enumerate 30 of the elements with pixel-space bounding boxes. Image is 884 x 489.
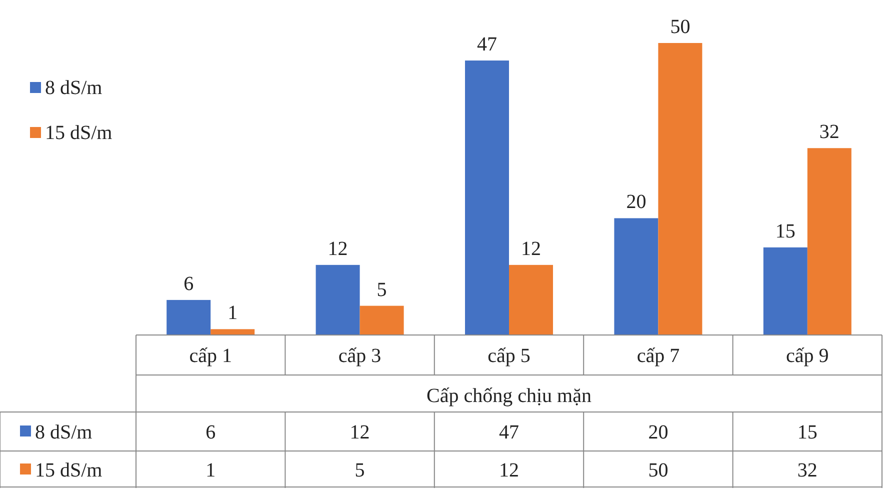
data-label: 15 — [775, 220, 796, 242]
data-label: 12 — [521, 238, 541, 260]
data-label: 6 — [184, 272, 194, 295]
legend-label: 8 dS/m — [45, 77, 103, 99]
text: 6 — [206, 422, 216, 444]
text: 15 dS/m — [35, 460, 103, 482]
data-label: 47 — [477, 34, 497, 56]
data-label: 1 — [228, 302, 238, 324]
text: 12 — [499, 460, 519, 482]
text: 47 — [499, 422, 519, 444]
data-label: 12 — [328, 238, 348, 260]
x-tick-label: cấp 9 — [786, 345, 829, 367]
text: 20 — [648, 422, 668, 444]
legend-label: 15 dS/m — [45, 122, 113, 144]
text: 15 — [797, 422, 818, 444]
data-label: 32 — [819, 121, 840, 144]
x-tick-label: cấp 1 — [189, 345, 232, 367]
text: 8 dS/m — [35, 422, 93, 444]
x-tick-label: cấp 7 — [636, 345, 680, 367]
data-label: 20 — [626, 191, 646, 214]
text: 5 — [354, 460, 365, 482]
data-label: 5 — [376, 278, 387, 301]
x-axis-title: Cấp chống chịu mặn — [426, 385, 592, 407]
text: 1 — [206, 460, 216, 482]
x-tick-label: cấp 3 — [338, 345, 382, 367]
text: 50 — [648, 460, 668, 482]
text: 12 — [350, 422, 370, 444]
text: 32 — [797, 460, 818, 482]
data-label: 50 — [670, 16, 690, 38]
x-tick-label: cấp 5 — [488, 345, 530, 367]
